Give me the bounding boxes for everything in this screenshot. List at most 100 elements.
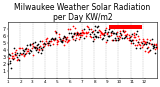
Point: [54, 38, 57, 39]
Point: [115, 39, 117, 40]
Point: [96, 26, 98, 28]
Point: [14, 54, 16, 55]
Point: [80, 32, 82, 33]
Point: [111, 31, 113, 32]
Point: [31, 45, 34, 47]
Point: [72, 32, 75, 34]
Point: [103, 34, 105, 35]
Point: [110, 31, 113, 33]
Point: [101, 38, 103, 39]
Point: [55, 31, 57, 33]
Point: [29, 44, 32, 45]
Point: [16, 56, 18, 58]
Point: [111, 40, 114, 41]
Point: [72, 35, 75, 37]
Point: [113, 32, 115, 33]
Point: [15, 54, 17, 56]
Point: [142, 41, 144, 42]
Point: [111, 32, 114, 33]
Point: [151, 38, 154, 40]
Point: [54, 37, 56, 38]
Point: [148, 42, 150, 44]
Point: [104, 30, 106, 31]
Point: [131, 42, 134, 43]
Point: [17, 59, 20, 61]
Point: [128, 34, 131, 35]
Point: [128, 40, 131, 41]
Point: [35, 46, 37, 48]
Point: [116, 35, 118, 37]
Point: [8, 55, 11, 56]
Point: [79, 34, 81, 35]
Point: [95, 36, 97, 38]
Point: [140, 43, 143, 44]
Point: [131, 33, 134, 35]
Point: [61, 39, 64, 41]
Point: [75, 31, 78, 32]
Point: [126, 38, 128, 39]
Point: [141, 44, 144, 46]
Point: [33, 46, 35, 48]
Point: [18, 54, 21, 56]
Point: [37, 49, 40, 51]
Point: [102, 32, 105, 33]
Point: [60, 41, 62, 42]
Point: [130, 35, 132, 36]
Point: [85, 35, 87, 36]
Point: [67, 28, 69, 29]
Point: [98, 29, 100, 30]
Point: [32, 54, 35, 56]
Point: [104, 27, 107, 29]
Point: [141, 46, 143, 47]
Point: [99, 34, 102, 35]
Point: [147, 46, 149, 47]
Point: [35, 49, 37, 51]
Point: [106, 39, 108, 40]
Point: [25, 44, 28, 46]
Point: [118, 38, 120, 40]
Point: [105, 42, 107, 43]
Point: [152, 47, 154, 48]
Point: [73, 39, 76, 40]
Point: [135, 40, 138, 41]
Point: [66, 36, 68, 37]
Point: [136, 42, 139, 43]
Point: [125, 35, 127, 37]
Point: [144, 42, 146, 43]
Point: [105, 33, 108, 35]
Point: [132, 39, 134, 41]
Point: [72, 38, 74, 40]
Point: [114, 33, 117, 35]
Point: [96, 36, 99, 38]
Point: [131, 39, 133, 41]
Point: [154, 46, 157, 48]
Point: [11, 52, 14, 53]
Point: [17, 59, 20, 60]
Point: [60, 40, 62, 41]
Bar: [109, 25, 142, 29]
Point: [77, 34, 80, 35]
Point: [22, 55, 25, 57]
Point: [91, 31, 93, 32]
Point: [21, 47, 24, 48]
Point: [143, 43, 145, 45]
Point: [46, 37, 48, 39]
Point: [153, 53, 156, 54]
Point: [38, 47, 40, 48]
Point: [34, 41, 36, 43]
Point: [50, 38, 52, 39]
Point: [64, 39, 67, 40]
Point: [28, 53, 30, 54]
Point: [48, 40, 51, 42]
Point: [114, 39, 116, 41]
Point: [71, 25, 74, 26]
Point: [107, 35, 109, 36]
Point: [149, 50, 151, 51]
Point: [41, 48, 43, 50]
Point: [68, 39, 71, 40]
Point: [47, 42, 50, 43]
Point: [14, 54, 17, 55]
Point: [134, 48, 137, 49]
Point: [36, 44, 39, 45]
Point: [8, 57, 11, 59]
